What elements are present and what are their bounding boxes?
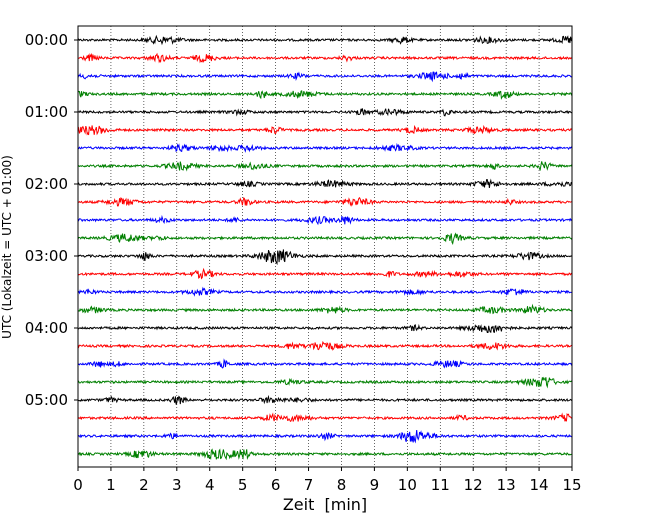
seismogram-trace: [77, 249, 573, 266]
x-tick-label: 5: [238, 476, 248, 494]
plot-frame: [77, 25, 573, 468]
x-tick-label: 2: [139, 476, 149, 494]
trace-series: [77, 34, 573, 461]
seismogram-trace: [78, 52, 573, 64]
seismogram-trace: [77, 178, 573, 188]
x-tick-label: 3: [172, 476, 182, 494]
seismogram-trace: [77, 376, 573, 389]
y-tick-label: 00:00: [25, 31, 68, 49]
seismogram-trace: [77, 108, 573, 117]
x-tick-label: 1: [106, 476, 116, 494]
seismogram-trace: [77, 142, 573, 153]
seismogram-trace: [77, 34, 573, 46]
x-axis-label: Zeit [min]: [283, 495, 367, 514]
plot-area: [78, 26, 572, 467]
x-tick-label: 15: [562, 476, 581, 494]
seismogram-trace: [77, 214, 573, 226]
x-tick-label: 14: [530, 476, 549, 494]
x-axis: 0 1 2 3 4 5 6 7 8 9 10 11 12 13 14 15: [73, 467, 582, 494]
x-tick-label: 11: [431, 476, 450, 494]
y-tick-label: 03:00: [25, 247, 68, 265]
seismogram-trace: [77, 232, 573, 245]
y-axis-label: UTC (Lokalzeit = UTC + 01:00): [0, 155, 14, 339]
seismogram-trace: [77, 358, 573, 369]
seismogram-trace: [77, 448, 573, 461]
y-tick-label: 04:00: [25, 319, 68, 337]
seismogram-trace: [77, 323, 573, 334]
x-tick-label: 7: [304, 476, 314, 494]
seismogram-trace: [77, 267, 572, 280]
x-tick-label: 10: [398, 476, 417, 494]
x-tick-label: 4: [205, 476, 215, 494]
x-tick-label: 8: [337, 476, 347, 494]
x-tick-label: 13: [497, 476, 516, 494]
seismogram-trace: [77, 303, 573, 315]
x-tick-label: 6: [271, 476, 281, 494]
y-axis: 00:00 01:00 02:00 03:00 04:00 05:00: [25, 31, 78, 409]
seismogram-trace: [77, 340, 573, 351]
x-tick-label: 9: [370, 476, 380, 494]
y-tick-label: 01:00: [25, 103, 68, 121]
x-tick-label: 12: [464, 476, 483, 494]
seismogram-trace: [77, 90, 573, 100]
seismogram-trace: [77, 161, 573, 172]
seismogram-trace: [77, 286, 573, 297]
seismogram-trace: [77, 124, 573, 136]
seismogram-trace: [77, 196, 573, 207]
y-tick-label: 05:00: [25, 391, 68, 409]
x-tick-label: 0: [73, 476, 83, 494]
y-tick-label: 02:00: [25, 175, 68, 193]
seismogram-trace: [77, 71, 573, 83]
seismogram-trace: [77, 429, 573, 444]
seismogram-trace: [77, 394, 573, 405]
seismogram-trace: [77, 412, 572, 422]
